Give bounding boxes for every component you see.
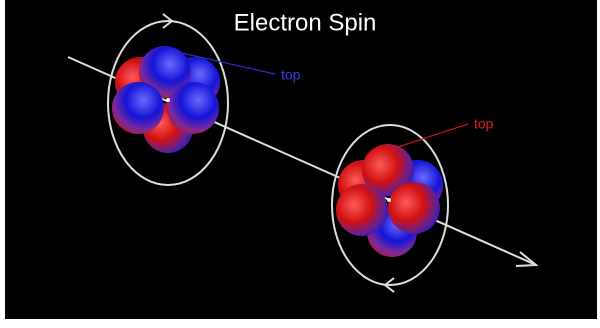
sphere (167, 82, 219, 134)
page: Electron Spin top top (() => { const dat… (0, 0, 600, 328)
label-top-red: top (474, 116, 494, 132)
center (387, 198, 391, 202)
title: Electron Spin (234, 9, 377, 36)
label-top-blue: top (281, 67, 301, 83)
sphere (388, 182, 440, 234)
diagram: Electron Spin top top (0, 0, 600, 328)
center (166, 98, 170, 102)
sphere (336, 184, 388, 236)
sphere (112, 82, 164, 134)
